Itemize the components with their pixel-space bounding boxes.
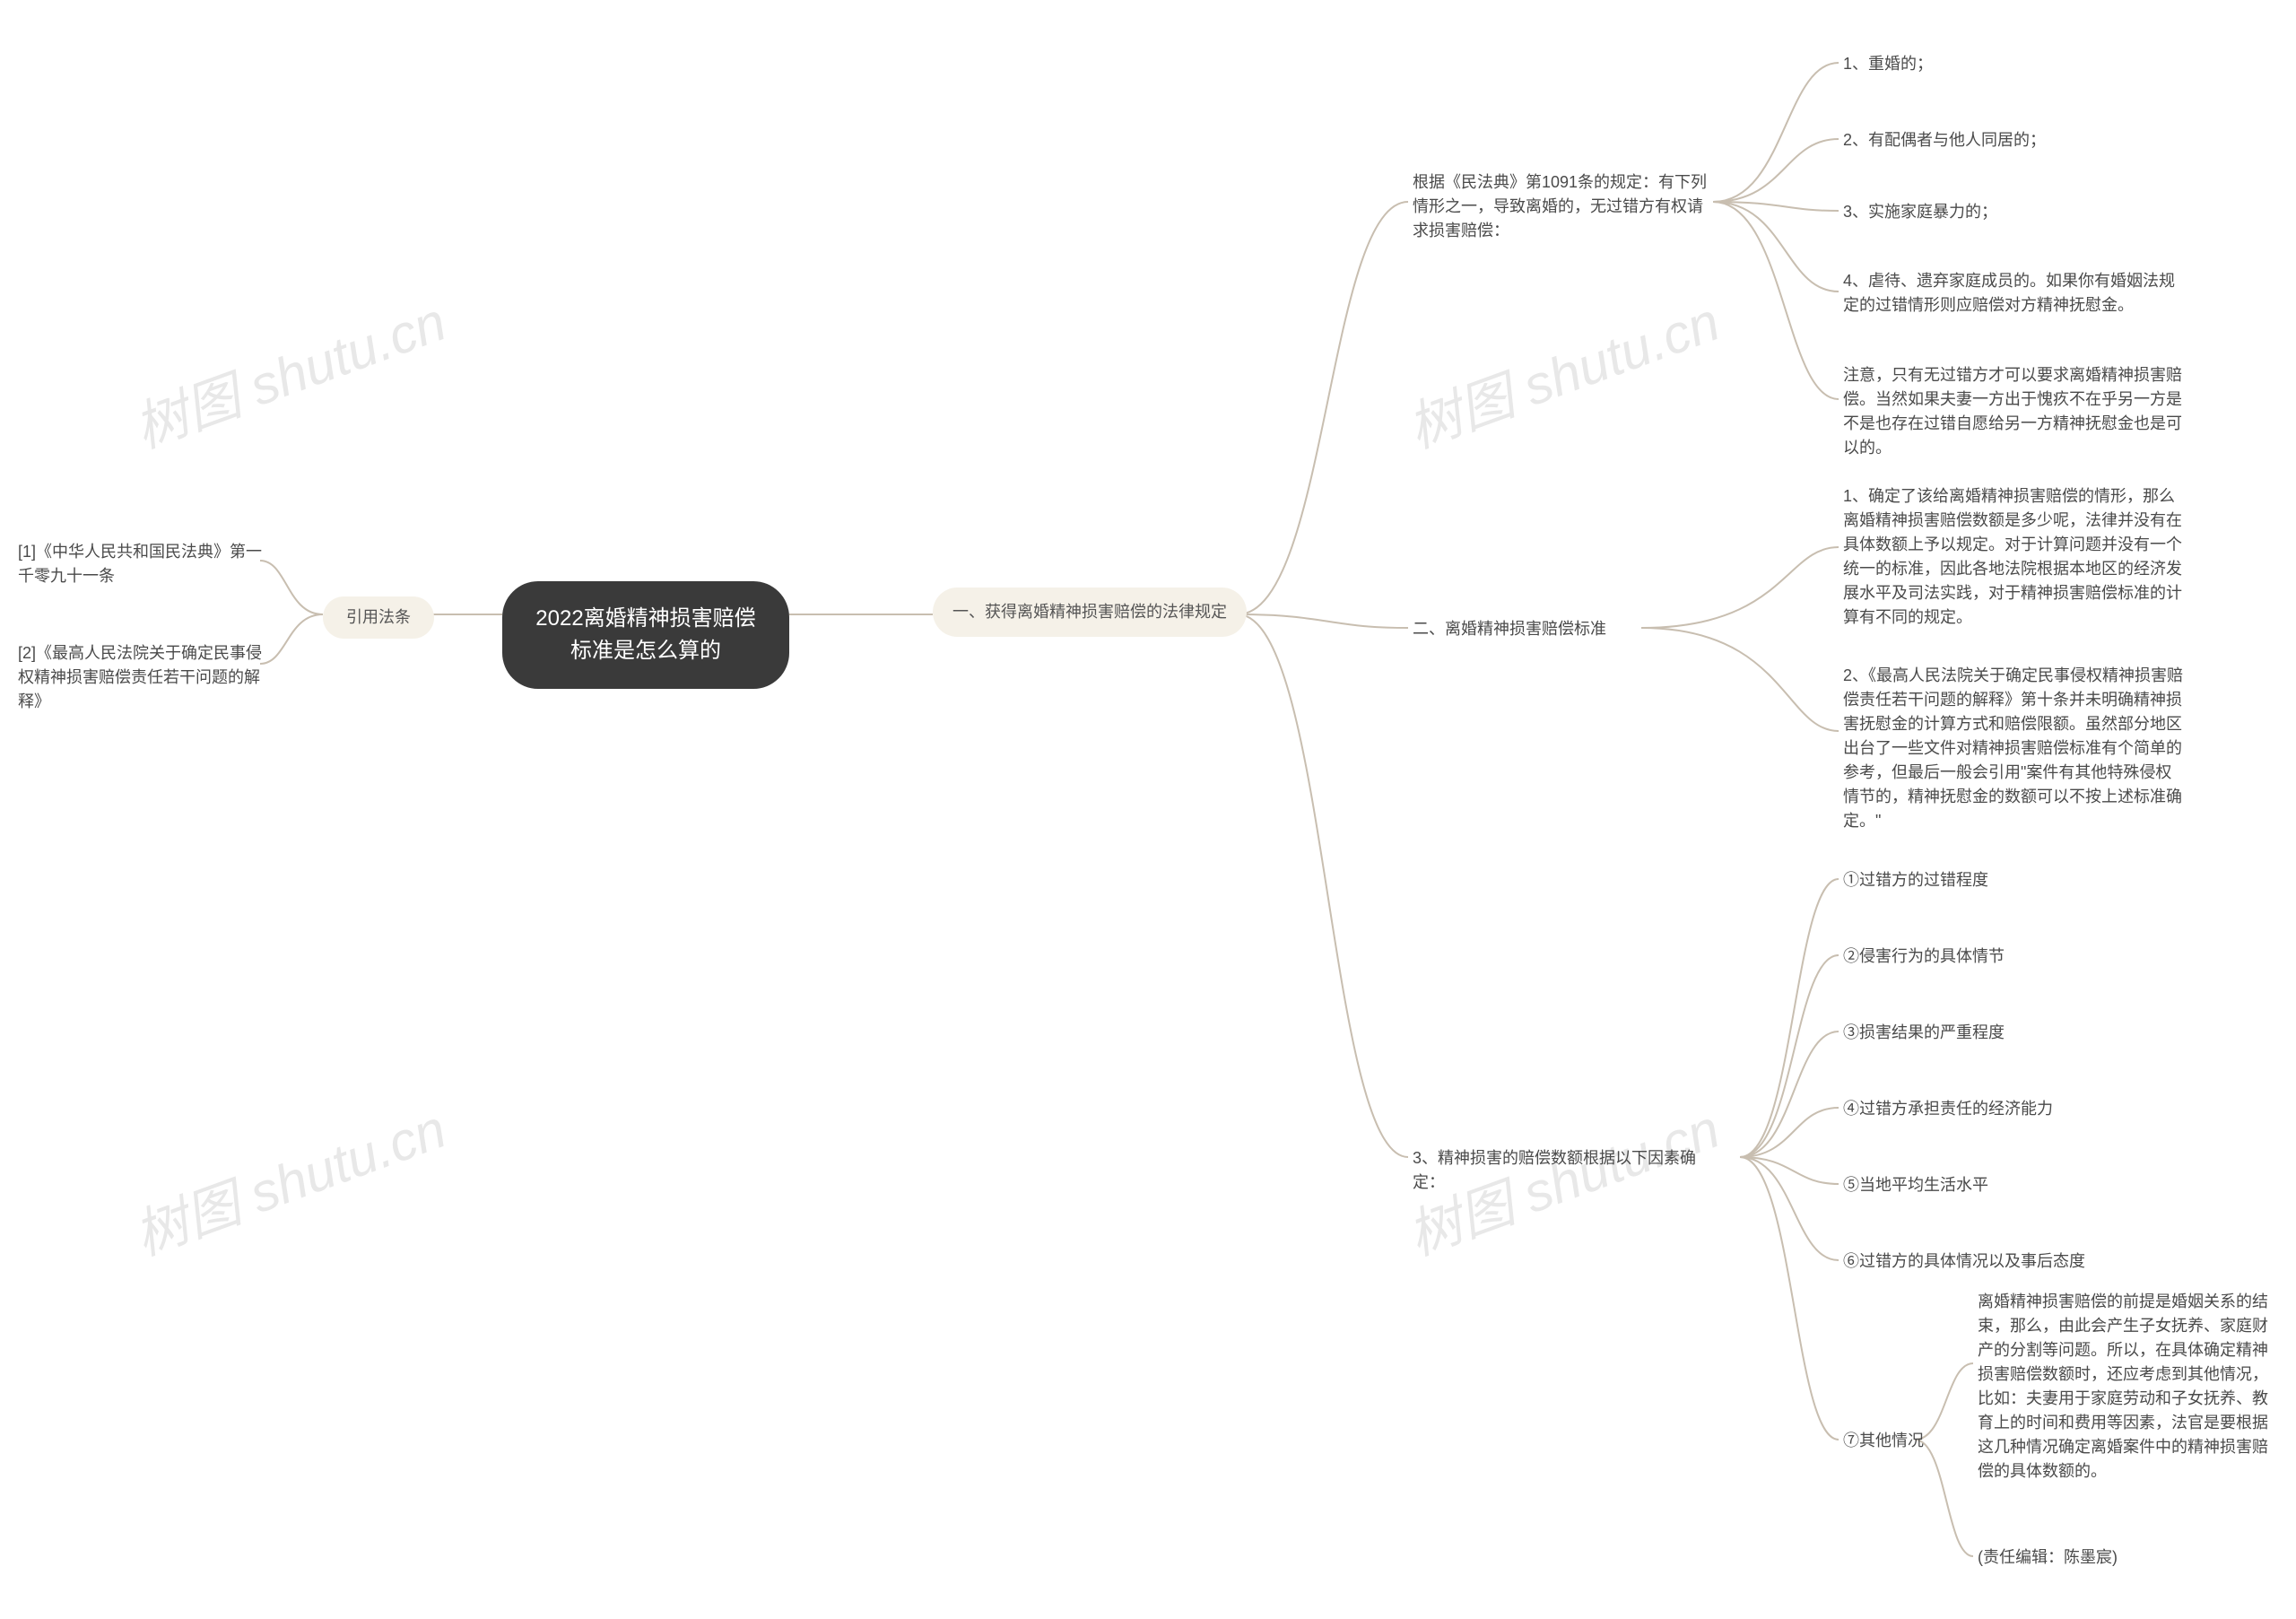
section1-item-5-text: 注意，只有无过错方才可以要求离婚精神损害赔偿。当然如果夫妻一方出于愧疚不在乎另一… — [1843, 366, 2182, 457]
watermark: 树图 shutu.cn — [1396, 278, 1728, 463]
section1-item-3-text: 3、实施家庭暴力的； — [1843, 203, 1997, 221]
factor-4: ④过错方承担责任的经济能力 — [1843, 1097, 2053, 1121]
section1-item-4: 4、虐待、遗弃家庭成员的。如果你有婚姻法规定的过错情形则应赔偿对方精神抚慰金。 — [1843, 269, 2184, 318]
section2-item-1-text: 1、确定了该给离婚精神损害赔偿的情形，那么离婚精神损害赔偿数额是多少呢，法律并没… — [1843, 487, 2182, 626]
factor-7-text: ⑦其他情况 — [1843, 1432, 1924, 1449]
left-pill: 引用法条 — [323, 596, 434, 639]
watermark: 树图 shutu.cn — [122, 278, 455, 463]
section3-title: 3、精神损害的赔偿数额根据以下因素确定： — [1413, 1146, 1718, 1195]
factor-5-text: ⑤当地平均生活水平 — [1843, 1176, 1988, 1194]
section1-item-4-text: 4、虐待、遗弃家庭成员的。如果你有婚姻法规定的过错情形则应赔偿对方精神抚慰金。 — [1843, 272, 2175, 314]
root-title: 2022离婚精神损害赔偿标准是怎么算的 — [535, 606, 755, 663]
editor: (责任编辑：陈墨宸) — [1978, 1545, 2118, 1570]
factor-2-text: ②侵害行为的具体情节 — [1843, 947, 2005, 965]
section2-title-text: 二、离婚精神损害赔偿标准 — [1413, 620, 1606, 638]
editor-text: (责任编辑：陈墨宸) — [1978, 1548, 2118, 1566]
ref-2-text: [2]《最高人民法院关于确定民事侵权精神损害赔偿责任若干问题的解释》 — [18, 644, 262, 710]
right-pill-label: 一、获得离婚精神损害赔偿的法律规定 — [952, 603, 1227, 621]
section2-item-2: 2、《最高人民法院关于确定民事侵权精神损害赔偿责任若干问题的解释》第十条并未明确… — [1843, 664, 2184, 833]
left-pill-label: 引用法条 — [346, 608, 411, 626]
section2-title: 二、离婚精神损害赔偿标准 — [1413, 617, 1646, 641]
section1-item-5: 注意，只有无过错方才可以要求离婚精神损害赔偿。当然如果夫妻一方出于愧疚不在乎另一… — [1843, 363, 2184, 460]
factor-6-text: ⑥过错方的具体情况以及事后态度 — [1843, 1252, 2085, 1270]
section1-intro: 根据《民法典》第1091条的规定：有下列情形之一，导致离婚的，无过错方有权请求损… — [1413, 170, 1713, 243]
section1-item-2-text: 2、有配偶者与他人同居的； — [1843, 131, 2046, 149]
ref-2: [2]《最高人民法院关于确定民事侵权精神损害赔偿责任若干问题的解释》 — [18, 641, 269, 714]
other-detail: 离婚精神损害赔偿的前提是婚姻关系的结束，那么，由此会产生子女抚养、家庭财产的分割… — [1978, 1290, 2283, 1484]
section1-item-2: 2、有配偶者与他人同居的； — [1843, 128, 2046, 152]
section1-item-1-text: 1、重婚的； — [1843, 55, 1933, 73]
ref-1-text: [1]《中华人民共和国民法典》第一千零九十一条 — [18, 543, 262, 585]
factor-2: ②侵害行为的具体情节 — [1843, 944, 2005, 969]
factor-7: ⑦其他情况 — [1843, 1429, 1924, 1453]
section1-intro-text: 根据《民法典》第1091条的规定：有下列情形之一，导致离婚的，无过错方有权请求损… — [1413, 173, 1707, 239]
factor-4-text: ④过错方承担责任的经济能力 — [1843, 1100, 2053, 1118]
factor-1-text: ①过错方的过错程度 — [1843, 871, 1988, 889]
root-node: 2022离婚精神损害赔偿标准是怎么算的 — [502, 581, 789, 689]
section2-item-2-text: 2、《最高人民法院关于确定民事侵权精神损害赔偿责任若干问题的解释》第十条并未明确… — [1843, 666, 2183, 830]
factor-3-text: ③损害结果的严重程度 — [1843, 1023, 2005, 1041]
factor-5: ⑤当地平均生活水平 — [1843, 1173, 1988, 1197]
section2-item-1: 1、确定了该给离婚精神损害赔偿的情形，那么离婚精神损害赔偿数额是多少呢，法律并没… — [1843, 484, 2184, 630]
section3-title-text: 3、精神损害的赔偿数额根据以下因素确定： — [1413, 1149, 1696, 1191]
factor-3: ③损害结果的严重程度 — [1843, 1021, 2005, 1045]
section1-item-1: 1、重婚的； — [1843, 52, 1933, 76]
factor-1: ①过错方的过错程度 — [1843, 868, 1988, 892]
right-pill: 一、获得离婚精神损害赔偿的法律规定 — [933, 588, 1247, 637]
watermark: 树图 shutu.cn — [122, 1085, 455, 1270]
section1-item-3: 3、实施家庭暴力的； — [1843, 200, 1997, 224]
factor-6: ⑥过错方的具体情况以及事后态度 — [1843, 1249, 2085, 1274]
other-detail-text: 离婚精神损害赔偿的前提是婚姻关系的结束，那么，由此会产生子女抚养、家庭财产的分割… — [1978, 1293, 2268, 1480]
ref-1: [1]《中华人民共和国民法典》第一千零九十一条 — [18, 540, 269, 588]
